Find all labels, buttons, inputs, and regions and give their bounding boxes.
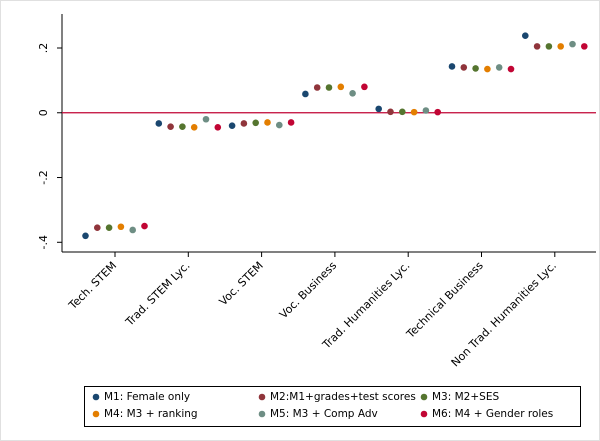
dot <box>141 222 148 230</box>
dot <box>129 226 136 234</box>
dot <box>448 63 456 70</box>
dot <box>167 123 174 130</box>
dot <box>361 83 368 91</box>
legend-marker <box>92 393 100 401</box>
dot <box>460 64 468 71</box>
dot <box>533 43 541 50</box>
legend-box <box>84 386 581 427</box>
legend-marker <box>92 410 100 418</box>
dot <box>240 120 248 127</box>
dot <box>313 84 321 91</box>
dot <box>276 121 283 129</box>
dot <box>495 64 503 71</box>
y-tick-label: 0 <box>37 109 50 116</box>
dot <box>422 107 430 114</box>
legend-marker <box>420 410 428 418</box>
dot <box>117 223 125 231</box>
dot <box>472 65 479 72</box>
dot <box>325 84 333 91</box>
y-tick-label: -.2 <box>37 170 50 184</box>
legend: M1: Female only M2:M1+grades+test scores M… <box>84 386 581 427</box>
dot <box>569 40 576 48</box>
dot <box>522 32 529 39</box>
dot <box>105 224 113 232</box>
dot <box>179 123 186 130</box>
y-tick-label: -.4 <box>37 235 50 249</box>
legend-label: M6: M4 + Gender roles <box>432 408 553 420</box>
dot <box>264 119 271 126</box>
dot <box>399 108 406 116</box>
dot <box>387 108 394 116</box>
legend-marker <box>420 393 428 401</box>
dot <box>375 105 383 113</box>
legend-label: M2:M1+grades+test scores <box>270 391 416 403</box>
dot <box>434 108 442 116</box>
dot <box>252 119 259 127</box>
dot <box>410 108 418 116</box>
dot <box>214 124 222 131</box>
dot <box>302 90 309 98</box>
dot <box>484 65 491 73</box>
legend-label: M5: M3 + Comp Adv <box>270 408 378 420</box>
dot <box>155 120 163 127</box>
dot <box>287 119 295 126</box>
dot <box>557 43 564 50</box>
legend-marker <box>258 410 266 418</box>
dot <box>190 124 198 131</box>
y-tick-label: .2 <box>37 43 50 54</box>
dot <box>228 122 236 130</box>
legend-label: M1: Female only <box>104 391 190 403</box>
legend-label: M3: M2+SES <box>432 391 499 403</box>
dot <box>349 90 356 97</box>
dot <box>545 43 553 50</box>
dot <box>581 43 588 50</box>
legend-marker <box>258 393 266 401</box>
dot <box>507 65 515 73</box>
dot <box>82 232 89 240</box>
dot <box>94 224 101 232</box>
dot <box>202 115 210 123</box>
legend-label: M4: M3 + ranking <box>104 408 198 420</box>
dot <box>337 83 345 91</box>
